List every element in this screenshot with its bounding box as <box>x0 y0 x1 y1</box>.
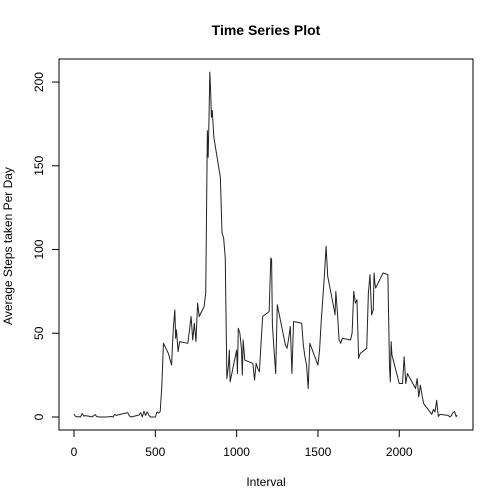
y-tick-label: 50 <box>32 326 46 340</box>
x-tick-label: 500 <box>145 445 165 459</box>
x-tick-label: 2000 <box>386 445 413 459</box>
x-tick-label: 0 <box>71 445 78 459</box>
x-axis-title: Interval <box>246 475 285 489</box>
x-tick-label: 1500 <box>305 445 332 459</box>
y-tick-label: 0 <box>32 413 46 420</box>
y-tick-label: 200 <box>32 72 46 92</box>
plot-frame <box>58 58 474 431</box>
y-axis: 0 50 100 150 200 <box>32 72 60 420</box>
series-line-1 <box>73 71 458 418</box>
y-tick-label: 100 <box>32 239 46 259</box>
series-layer <box>73 71 458 418</box>
x-tick-label: 1000 <box>223 445 250 459</box>
x-axis: 0 500 1000 1500 2000 <box>71 429 413 459</box>
y-tick-label: 150 <box>32 155 46 175</box>
chart-title: Time Series Plot <box>212 22 321 38</box>
y-axis-title: Average Steps taken Per Day <box>1 167 15 325</box>
